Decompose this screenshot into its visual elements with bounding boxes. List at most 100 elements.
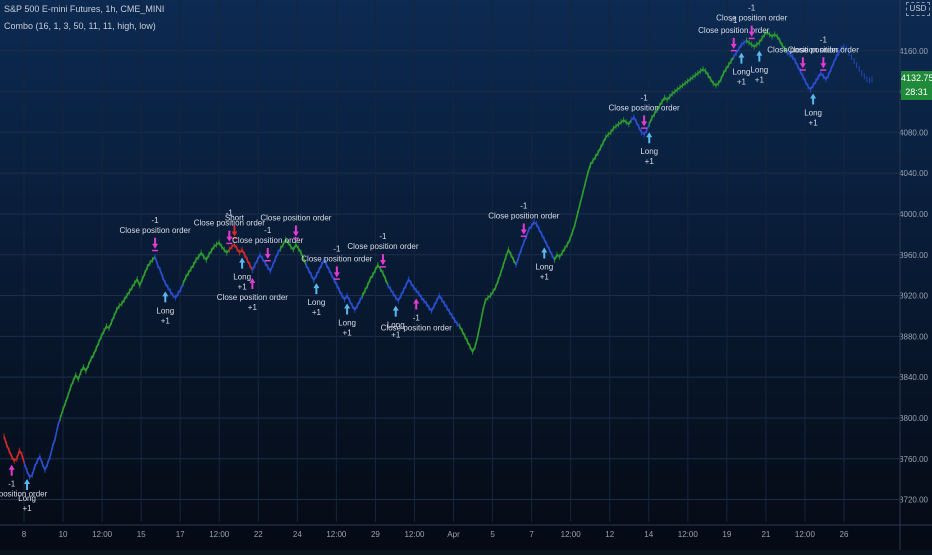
indicator-legend[interactable]: Combo (16, 1, 3, 50, 11, 11, high, low) <box>4 21 156 31</box>
short-signal: Short <box>225 214 245 240</box>
x-tick-label: 24 <box>293 530 302 539</box>
exit-bar <box>292 237 299 240</box>
bar-countdown: 28:31 <box>905 87 928 97</box>
x-tick-label: 12 <box>605 530 614 539</box>
y-tick-label: 4080.00 <box>899 128 928 137</box>
exit-label: Close position order <box>301 254 372 263</box>
exit-bar <box>799 69 806 71</box>
long-label: Long <box>804 108 822 117</box>
long-label: Long <box>233 273 251 282</box>
exit-arrow <box>264 248 271 259</box>
long-signal: Long+1 <box>535 247 553 281</box>
exit-arrow <box>730 37 737 49</box>
exit-label: -1 <box>748 4 756 13</box>
long-arrow <box>756 50 763 62</box>
y-tick-label: 3760.00 <box>899 455 928 464</box>
long-arrow <box>646 132 653 144</box>
exit-signal: Close position order+1 <box>217 278 288 312</box>
exit-arrow <box>292 225 299 237</box>
exit-label: Close position order <box>488 212 559 221</box>
y-tick-label: 3960.00 <box>899 251 928 260</box>
exit-bar <box>264 260 271 262</box>
exit-label: -1 <box>264 226 272 235</box>
exit-label: -1 <box>226 209 234 218</box>
x-tick-label: 12:00 <box>561 530 582 539</box>
long-signal: Long+1 <box>18 479 36 513</box>
x-tick-label: 10 <box>59 530 68 539</box>
exit-label: -1 <box>520 202 528 211</box>
long-signal: Long+1 <box>338 303 356 338</box>
y-tick-label: 3840.00 <box>899 373 928 382</box>
exit-label: -1 <box>730 16 738 25</box>
x-tick-label: 14 <box>644 530 653 539</box>
long-label: +1 <box>540 272 550 281</box>
last-price: 4132.75 <box>901 73 932 83</box>
exit-label: Close position order <box>767 45 838 54</box>
exit-label: -1 <box>152 216 160 225</box>
price-segment-bull <box>648 56 735 125</box>
exit-label: +1 <box>248 303 258 312</box>
y-tick-label: 4040.00 <box>899 169 928 178</box>
exit-bar <box>379 266 386 268</box>
y-tick-label: 3800.00 <box>899 414 928 423</box>
x-tick-label: 12:00 <box>92 530 113 539</box>
exit-label: Close position order <box>788 45 859 54</box>
symbol-title[interactable]: S&P 500 E-mini Futures, 1h, CME_MINI <box>4 4 165 14</box>
long-label: Long <box>387 321 405 330</box>
x-tick-label: 12:00 <box>326 530 347 539</box>
x-tick-label: 17 <box>176 530 185 539</box>
exit-label: Close position order <box>260 214 331 223</box>
exit-label: Close position order <box>381 323 452 332</box>
x-tick-label: 12:00 <box>404 530 425 539</box>
long-arrow <box>344 303 351 315</box>
long-label: +1 <box>645 157 655 166</box>
exit-bar <box>820 69 827 71</box>
exit-arrow <box>8 464 15 476</box>
y-tick-label: 3720.00 <box>899 496 928 505</box>
currency-badge[interactable]: USD <box>906 2 930 16</box>
exit-arrow <box>520 223 527 235</box>
long-arrow <box>24 479 31 490</box>
long-label: +1 <box>238 283 248 292</box>
exit-bar <box>152 249 159 252</box>
price-segment-bear <box>228 243 254 271</box>
long-label: +1 <box>312 308 322 317</box>
price-segment-neutral <box>515 221 556 266</box>
long-label: +1 <box>343 329 353 338</box>
exit-arrow <box>379 254 386 266</box>
exit-arrow <box>799 57 806 69</box>
x-tick-label: 12:00 <box>795 530 816 539</box>
long-signal: Long+1 <box>733 52 750 87</box>
grid-layer <box>0 0 900 522</box>
exit-arrow <box>333 266 340 278</box>
exit-label: Close position order <box>347 242 418 251</box>
x-tick-label: 15 <box>137 530 146 539</box>
exit-label: Close position order <box>716 14 787 23</box>
y-tick-label: 4000.00 <box>899 210 928 219</box>
exit-label: Close position order <box>119 226 190 235</box>
exit-bar <box>730 49 737 52</box>
price-series <box>3 29 873 481</box>
long-arrow <box>313 283 320 295</box>
long-signal: Long+1 <box>156 291 174 325</box>
exit-arrow <box>249 278 256 290</box>
x-tick-label: 5 <box>490 530 495 539</box>
long-arrow <box>239 257 246 269</box>
long-arrow <box>162 291 169 303</box>
long-label: +1 <box>391 331 401 340</box>
